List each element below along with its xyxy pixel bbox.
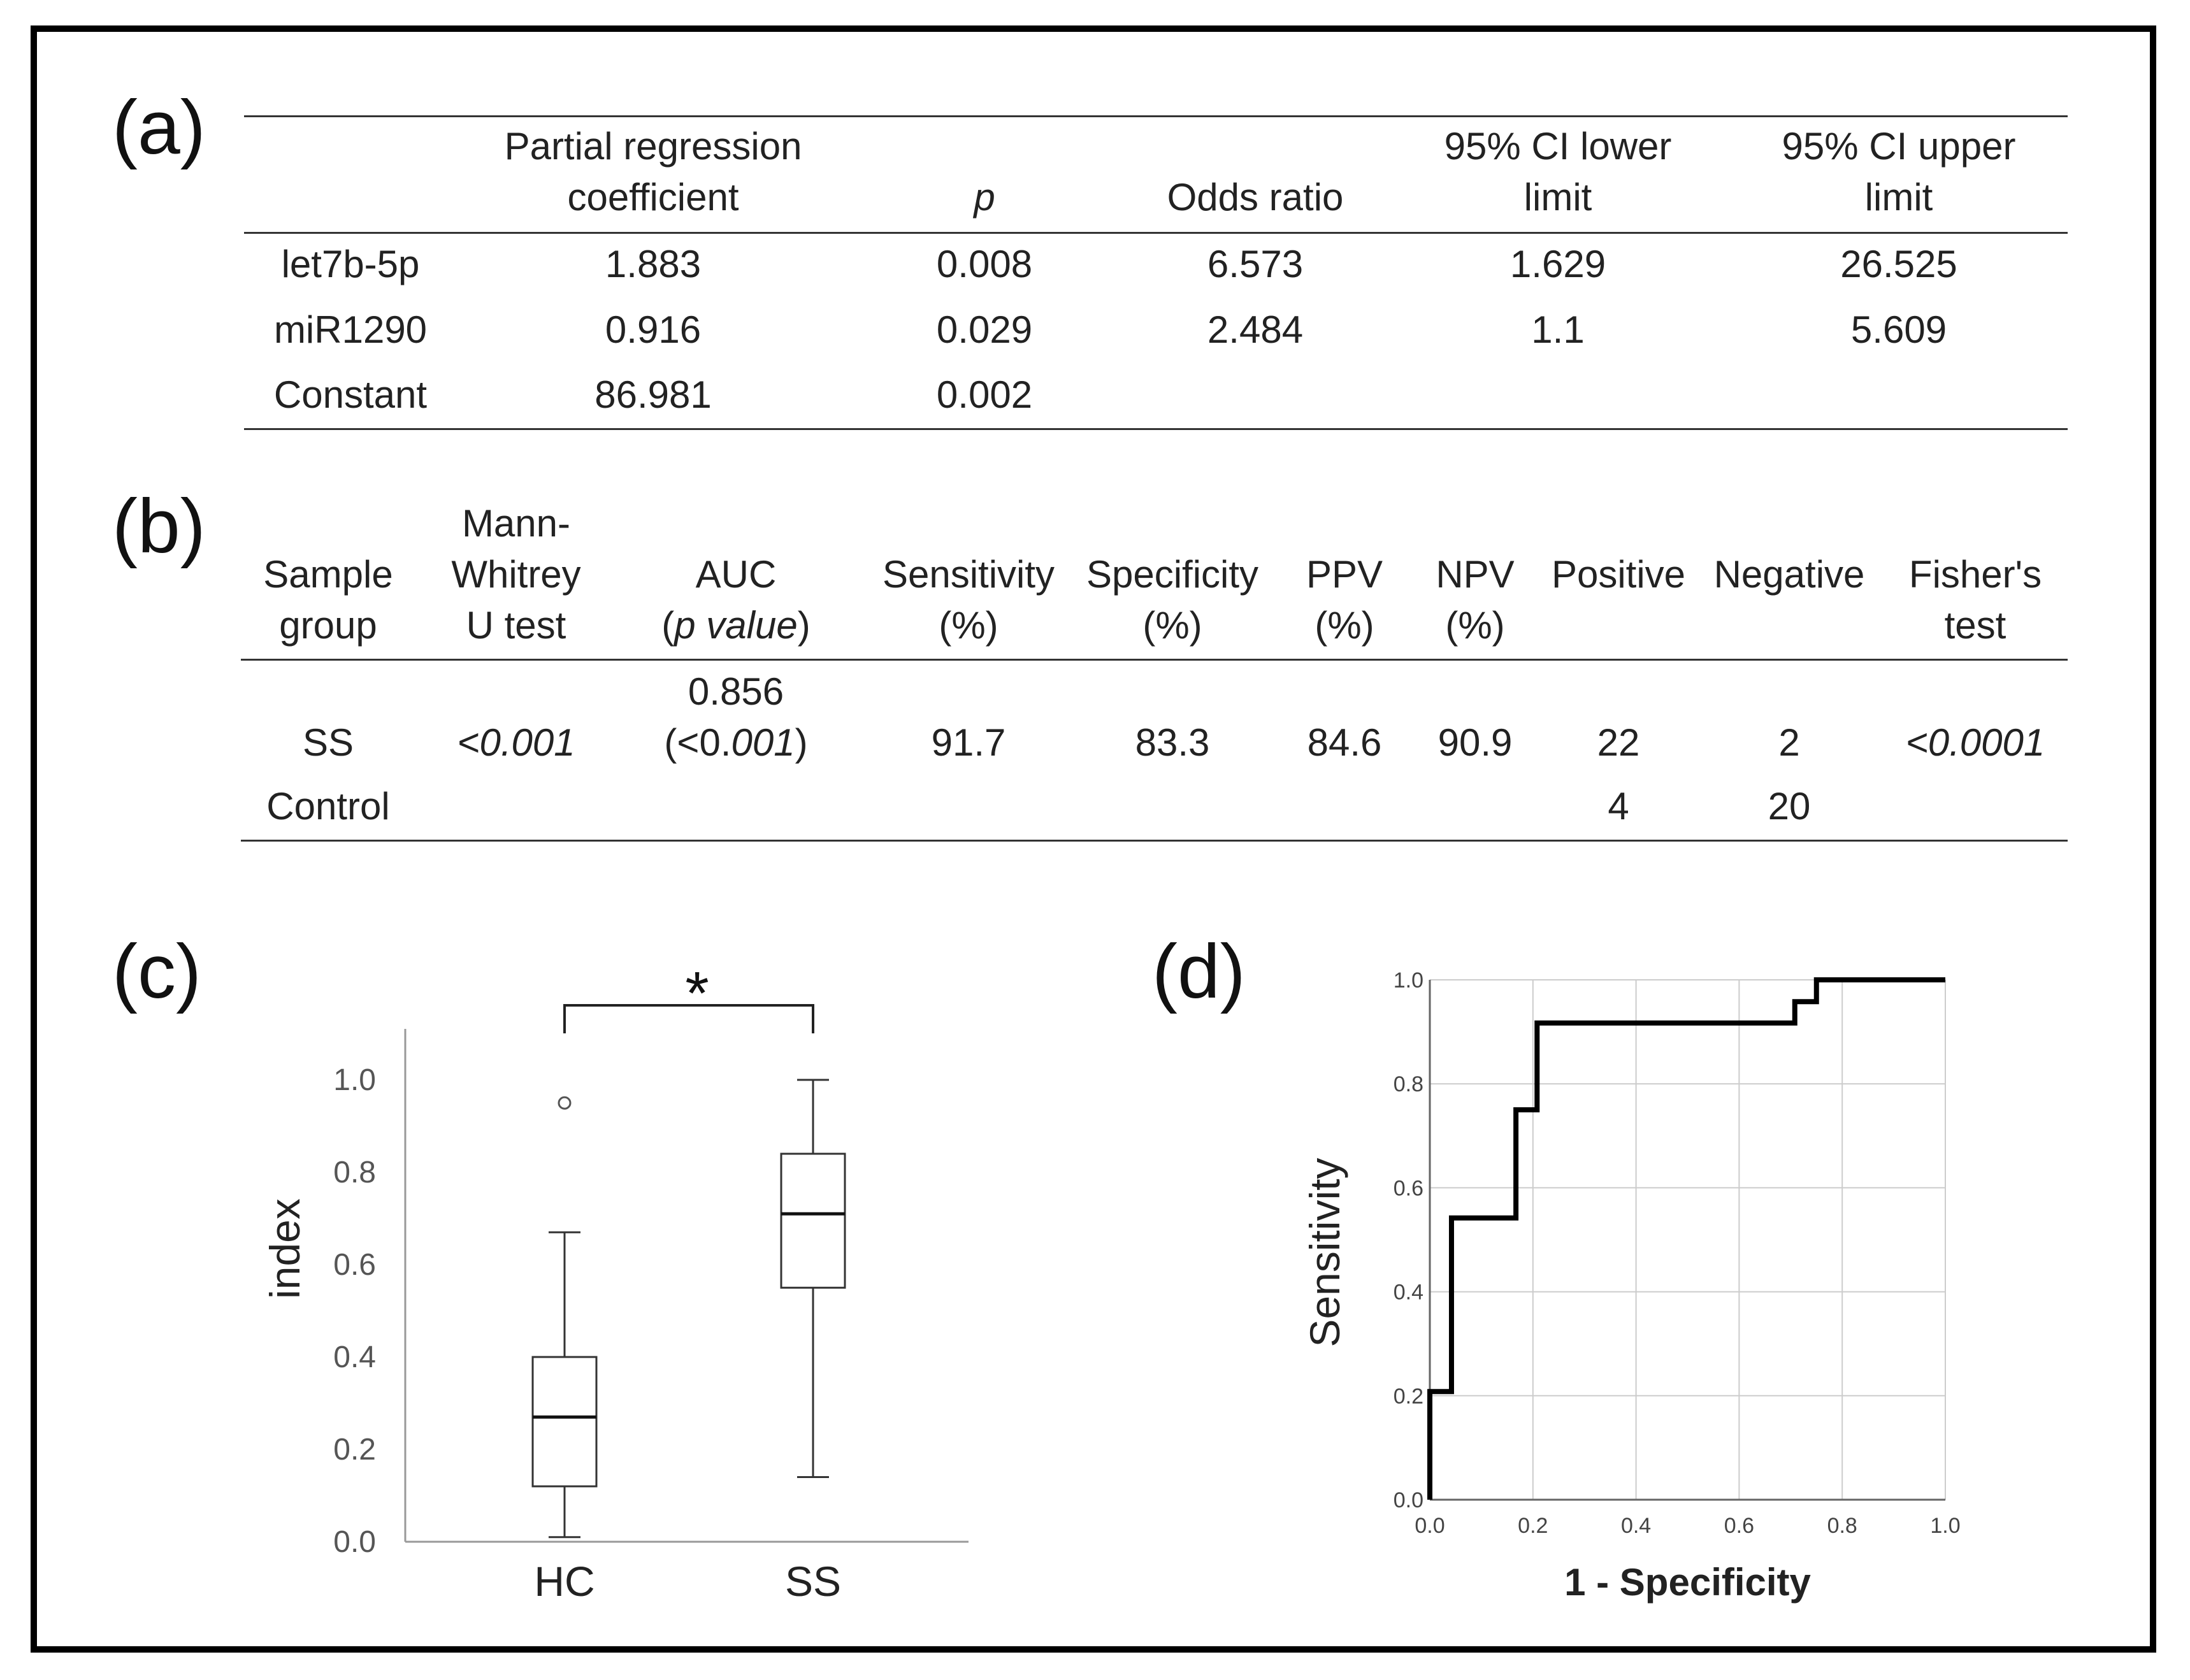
- boxplot-y-tick-label: 0.6: [333, 1248, 376, 1282]
- table-a-row1-coef: 1.883: [605, 243, 702, 285]
- table-b-ss-positive: 22: [1597, 721, 1640, 764]
- box-iqr: [531, 1356, 598, 1488]
- table-b-ss-sensitivity: 91.7: [931, 721, 1006, 764]
- table-a-header-upper-line2: limit: [1864, 176, 1933, 219]
- table-b-header-ppv-line3: (%): [1315, 604, 1374, 647]
- table-b-header-fisher-line3: test: [1944, 604, 2006, 647]
- table-b-header-neg-line2: Negative: [1713, 553, 1865, 596]
- roc-x-tick-label: 0.6: [1724, 1514, 1754, 1538]
- table-b-header-auc-line2: AUC: [695, 553, 777, 596]
- table-b-ss-specificity: 83.3: [1135, 721, 1210, 764]
- table-a-header-p: p: [974, 176, 995, 219]
- panel-c-label: (c): [112, 929, 201, 1014]
- boxplot-y-tick-label: 0.0: [333, 1525, 376, 1559]
- table-a-header-lower-line1: 95% CI lower: [1444, 125, 1672, 168]
- table-b-ss-negative: 2: [1778, 721, 1800, 764]
- roc-y-tick-label: 0.0: [1394, 1488, 1423, 1512]
- roc-y-tick-label: 1.0: [1394, 968, 1423, 993]
- table-a-row2-upper: 5.609: [1850, 308, 1947, 351]
- table-b-ss-mann-whitney: <0.001: [457, 721, 575, 764]
- table-b-header-ppv-line2: PPV: [1306, 553, 1383, 596]
- table-b-header-mw-line2: Whitrey: [451, 553, 581, 596]
- table-b-header-spec-line2: Specificity: [1086, 553, 1259, 596]
- panel-a-label: (a): [112, 85, 206, 170]
- boxplot-y-tick-label: 1.0: [333, 1063, 376, 1097]
- panel-b-label: (b): [112, 484, 206, 569]
- table-a-row1-name: let7b-5p: [281, 243, 420, 285]
- roc-x-tick-label: 0.4: [1621, 1514, 1651, 1538]
- boxplot-y-tick-label: 0.4: [333, 1340, 376, 1374]
- table-b-header-sens-line2: Sensitivity: [882, 553, 1055, 596]
- table-a-header-lower-line2: limit: [1524, 176, 1592, 219]
- table-b-control-positive: 4: [1608, 785, 1629, 828]
- table-a-header-coef-line2: coefficient: [567, 176, 739, 219]
- table-b-header-pos-line2: Positive: [1551, 553, 1686, 596]
- table-a-row2-name: miR1290: [273, 308, 428, 351]
- table-b-bottom-rule: [241, 840, 2068, 842]
- boxplot-y-tick-label: 0.2: [333, 1433, 376, 1467]
- table-a-row1-upper: 26.525: [1840, 243, 1957, 285]
- table-b-header-fisher-line2: Fisher's: [1908, 553, 2042, 596]
- boxplot-box-hc: [531, 1096, 598, 1539]
- table-a-row2-coef: 0.916: [605, 308, 702, 351]
- table-a-row1-odds: 6.573: [1207, 243, 1304, 285]
- roc-y-tick-label: 0.4: [1394, 1281, 1423, 1305]
- roc-y-axis-label: Sensitivity: [1301, 1158, 1348, 1347]
- roc-y-tick-label: 0.6: [1394, 1176, 1423, 1200]
- table-a-header-upper-line1: 95% CI upper: [1782, 125, 2016, 168]
- roc-x-tick-label: 1.0: [1930, 1514, 1960, 1538]
- table-b-control-negative: 20: [1768, 785, 1811, 828]
- table-a-header-odds: Odds ratio: [1167, 176, 1344, 219]
- box-iqr: [780, 1152, 846, 1289]
- significance-bracket: [563, 1004, 814, 1033]
- table-b-header-group-line3: group: [279, 604, 377, 647]
- boxplot-y-tick-label: 0.8: [333, 1156, 376, 1189]
- table-b-ss-fisher: <0.0001: [1905, 721, 2045, 764]
- table-a-header-coef-line1: Partial regression: [504, 125, 802, 168]
- table-b-header-group-line2: Sample: [263, 553, 393, 596]
- table-a-row2-odds: 2.484: [1207, 308, 1304, 351]
- roc-plot-area: [1430, 980, 1945, 1500]
- table-b-header-rule: [241, 659, 2068, 661]
- roc-y-tick-label: 0.8: [1394, 1072, 1423, 1096]
- roc-x-tick-label: 0.2: [1518, 1514, 1548, 1538]
- significance-asterisk: *: [685, 959, 709, 1028]
- table-a-row3-coef: 86.981: [594, 373, 712, 416]
- panel-d-label: (d): [1152, 929, 1246, 1014]
- boxplot-y-axis-label: index: [261, 1198, 308, 1299]
- table-a-row3-name: Constant: [273, 373, 428, 416]
- roc-x-axis-label: 1 - Specificity: [1564, 1561, 1811, 1604]
- table-b-ss-npv: 90.9: [1437, 721, 1513, 764]
- table-b-auc-value: 0.856: [688, 670, 784, 713]
- table-b-ss-auc-p: (<0.001): [664, 721, 808, 764]
- boxplot-box-ss: [780, 1079, 846, 1478]
- table-b-control-group: Control: [266, 785, 390, 828]
- roc-curve-line: [1427, 977, 1945, 1500]
- roc-x-tick-label: 0.0: [1415, 1514, 1444, 1538]
- table-b-ss-ppv: 84.6: [1307, 721, 1382, 764]
- table-b-header-auc-line3: (p value): [661, 604, 810, 647]
- boxplot-x-tick-label: SS: [785, 1558, 841, 1605]
- table-a-row1-lower: 1.629: [1509, 243, 1606, 285]
- roc-x-tick-label: 0.8: [1827, 1514, 1857, 1538]
- table-b-header-mw-line1: Mann-: [461, 502, 571, 545]
- table-a-row1-p: 0.008: [936, 243, 1033, 285]
- table-a-bottom-rule: [244, 428, 2068, 430]
- table-b-header-npv-line3: (%): [1445, 604, 1505, 647]
- table-b-header-sens-line3: (%): [939, 604, 998, 647]
- table-a-row3-p: 0.002: [936, 373, 1033, 416]
- table-b-header-npv-line2: NPV: [1436, 553, 1515, 596]
- roc-y-tick-label: 0.2: [1394, 1384, 1423, 1409]
- table-b-header-spec-line3: (%): [1142, 604, 1202, 647]
- table-a-row2-p: 0.029: [936, 308, 1033, 351]
- table-b-ss-group: SS: [302, 721, 354, 764]
- box-outlier: [558, 1096, 572, 1110]
- table-a-header-rule: [244, 232, 2068, 234]
- boxplot-x-tick-label: HC: [534, 1558, 594, 1605]
- table-b-header-mw-line3: U test: [466, 604, 566, 647]
- table-a-top-rule: [244, 115, 2068, 117]
- table-a-row2-lower: 1.1: [1531, 308, 1585, 351]
